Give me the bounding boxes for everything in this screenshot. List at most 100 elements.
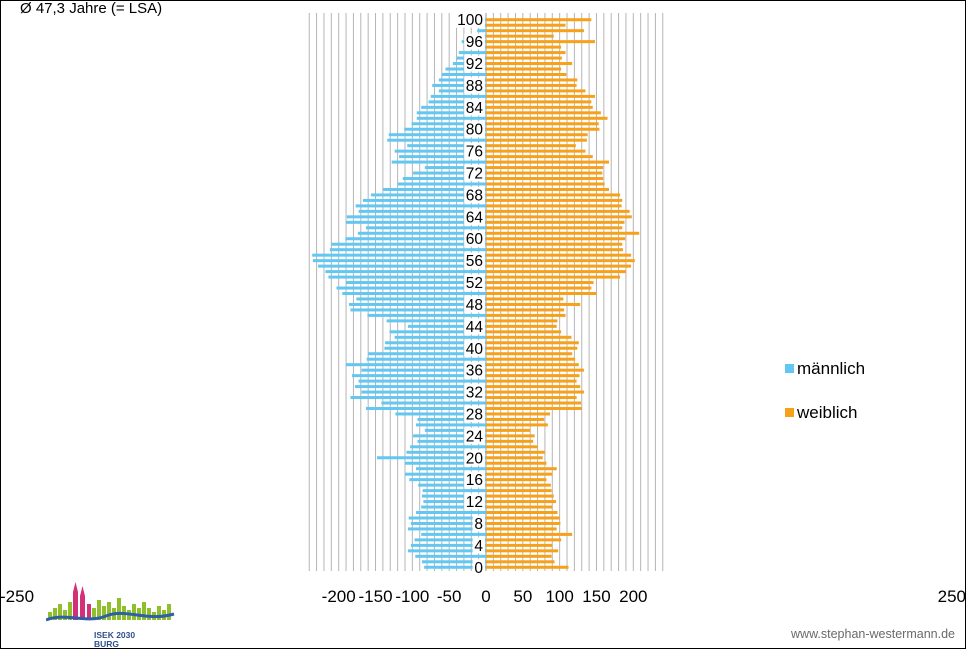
female-bar-age-12: [486, 500, 556, 504]
female-bar-age-60: [486, 237, 626, 241]
x-tick-label: -150: [359, 587, 393, 606]
age-label-56: 56: [466, 253, 483, 270]
male-bar-age-46: [367, 313, 486, 317]
male-bar-age-40: [384, 346, 486, 350]
male-bar-age-23: [417, 439, 486, 443]
female-bar-age-14: [486, 489, 552, 493]
male-bar-age-85: [428, 100, 486, 104]
male-bar-age-9: [408, 516, 486, 520]
female-bar-age-94: [486, 51, 566, 55]
male-bar-age-76: [394, 149, 486, 153]
male-bar-age-86: [430, 94, 486, 98]
male-bar-age-36: [361, 368, 486, 372]
male-bar-age-90: [441, 72, 486, 76]
female-bar-age-93: [486, 56, 562, 60]
age-label-bg: [455, 11, 485, 28]
male-bar-age-65: [358, 209, 486, 213]
male-bar-age-100: [484, 18, 486, 22]
female-bar-age-67: [486, 198, 623, 202]
female-bar-age-16: [486, 478, 547, 482]
male-bar-age-50: [342, 291, 486, 296]
male-bar-age-62: [365, 226, 486, 230]
age-label-bg: [464, 427, 485, 444]
age-label-4: 4: [474, 538, 483, 555]
age-label-bg: [464, 405, 485, 422]
age-label-bg: [464, 230, 485, 247]
age-label-bg: [464, 340, 485, 357]
male-bar-age-38: [366, 357, 486, 361]
female-bar-age-95: [486, 45, 562, 49]
male-bar-age-58: [329, 248, 486, 252]
male-bar-age-0: [424, 565, 486, 569]
age-label-60: 60: [466, 231, 484, 248]
female-bar-age-32: [486, 390, 584, 394]
age-label-bg: [464, 318, 485, 335]
male-bar-age-26: [416, 423, 486, 427]
female-bar-age-10: [486, 511, 558, 515]
male-bar-age-31: [350, 396, 486, 400]
age-label-20: 20: [466, 450, 484, 467]
female-bar-age-23: [486, 439, 534, 443]
female-bar-age-72: [486, 171, 603, 175]
age-label-88: 88: [466, 78, 483, 95]
female-bar-age-20: [486, 456, 543, 460]
male-bar-age-12: [423, 500, 486, 504]
male-bar-age-47: [350, 308, 486, 312]
male-bar-age-84: [421, 105, 486, 109]
legend-label-male: männlich: [797, 359, 865, 378]
chart-subtitle: Ø 47,3 Jahre (= LSA): [20, 0, 163, 17]
female-bar-age-96: [486, 40, 596, 44]
age-label-48: 48: [466, 297, 483, 314]
female-bar-age-4: [486, 543, 553, 547]
female-bar-age-59: [486, 242, 623, 246]
female-bar-age-81: [486, 122, 599, 126]
age-label-bg: [464, 362, 485, 379]
age-label-bg: [464, 121, 485, 138]
female-bar-age-63: [486, 220, 625, 224]
female-bar-age-27: [486, 417, 545, 421]
age-label-40: 40: [466, 341, 484, 358]
male-bar-age-61: [357, 231, 486, 235]
female-bar-age-17: [486, 472, 553, 476]
male-bar-age-28: [395, 412, 486, 416]
x-tick-label: 0: [481, 587, 490, 606]
x-tick-label: 100: [545, 587, 573, 606]
age-axis-labels: 0481216202428323640444852566064687276808…: [455, 11, 485, 577]
male-bar-age-1: [421, 560, 486, 564]
legend-swatch-male: [785, 364, 794, 373]
female-bar-age-24: [486, 434, 535, 438]
male-bar-age-53: [328, 275, 486, 279]
age-label-100: 100: [457, 12, 483, 29]
age-label-bg: [464, 274, 485, 291]
male-bar-age-11: [421, 505, 486, 509]
male-bar-age-55: [318, 264, 486, 268]
legend-swatch-female: [785, 408, 794, 417]
skyline-icon: [46, 582, 175, 622]
age-label-bg: [464, 77, 485, 94]
female-bar-age-33: [486, 385, 581, 389]
female-bar-age-1: [486, 560, 555, 564]
female-bar-age-66: [486, 204, 622, 208]
male-bar-age-80: [404, 127, 486, 131]
female-bar-age-46: [486, 313, 566, 317]
x-tick-label: 250: [938, 587, 966, 606]
female-bar-age-85: [486, 100, 592, 104]
female-bar-age-86: [486, 94, 596, 98]
female-bar-age-42: [486, 335, 572, 339]
female-bar-age-76: [486, 149, 586, 153]
age-label-bg: [472, 537, 485, 554]
male-bar-age-22: [410, 445, 486, 449]
female-bar-age-29: [486, 406, 582, 410]
female-bar-age-82: [486, 116, 608, 120]
female-bar-age-77: [486, 144, 576, 148]
age-label-bg: [464, 252, 485, 269]
x-tick-label: -50: [437, 587, 462, 606]
male-bar-age-34: [358, 379, 486, 383]
female-bar-age-75: [486, 155, 593, 159]
age-label-bg: [464, 449, 485, 466]
female-bar-age-84: [486, 105, 593, 109]
male-bar-age-8: [410, 521, 486, 525]
male-bar-age-30: [381, 401, 486, 405]
male-bar-age-25: [424, 428, 486, 432]
female-bar-age-45: [486, 319, 558, 323]
